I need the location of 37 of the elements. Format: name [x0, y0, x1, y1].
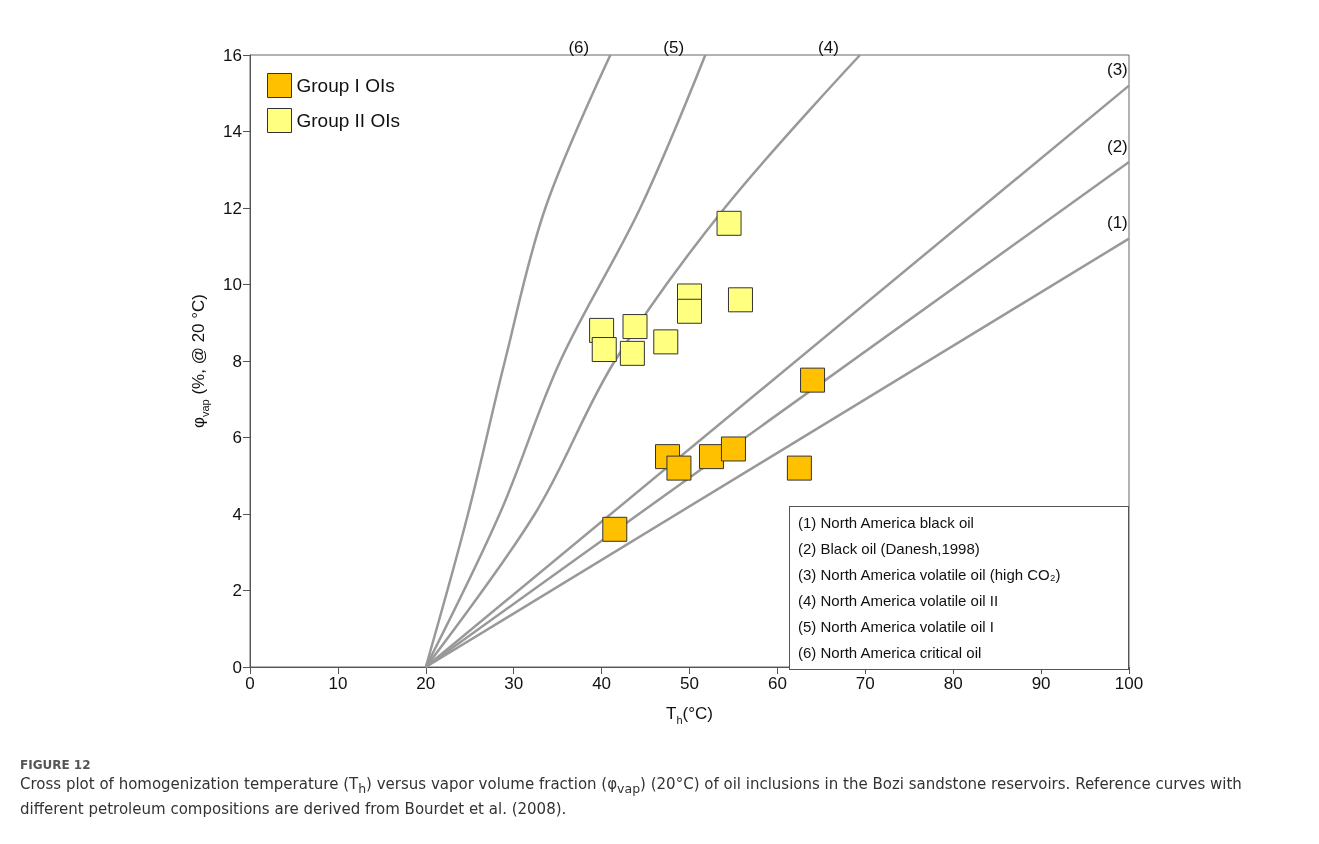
x-tick-label: 50	[680, 674, 699, 693]
y-tick-label: 16	[223, 45, 242, 65]
x-tick-label: 10	[328, 674, 348, 693]
series-label: (3)	[1107, 60, 1128, 80]
y-tick-label: 2	[232, 581, 242, 600]
x-tick-label: 60	[767, 674, 787, 693]
annotation: (3) North America volatile oil (high CO₂)	[798, 565, 1062, 585]
y-tick-label: 10	[223, 275, 242, 294]
x-tick-label: 70	[855, 674, 875, 693]
annotation: (2) Black oil (Danesh,1998)	[798, 539, 981, 559]
annotation: (5) North America volatile oil I	[798, 617, 995, 637]
legend-label: Group II OIs	[296, 110, 400, 131]
y-tick-label: 4	[232, 504, 242, 524]
x-tick-label: 20	[416, 674, 436, 693]
x-tick-label: 80	[943, 674, 963, 693]
series-label: (1)	[1107, 213, 1128, 233]
y-tick-label: 8	[232, 351, 242, 371]
x-tick-label: 90	[1031, 674, 1051, 693]
y-tick-label: 0	[232, 657, 242, 677]
y-tick-label: 12	[223, 198, 242, 218]
y-tick-label: 14	[223, 122, 242, 141]
y-axis-title: φvap (%, @ 20 °C)	[188, 293, 211, 429]
series-label: (6)	[568, 37, 590, 57]
annotation: (4) North America volatile oil II	[798, 591, 1000, 611]
x-tick-label: 30	[504, 674, 524, 693]
series-label: (5)	[663, 37, 685, 57]
y-tick-label: 6	[232, 428, 242, 447]
text: FIGURE 12	[20, 757, 92, 774]
x-tick-label: 100	[1114, 674, 1144, 693]
legend-label: Group I OIs	[296, 75, 395, 96]
annotation: (6) North America critical oil	[798, 643, 983, 663]
annotation: (1) North America black oil	[798, 513, 975, 533]
x-tick-label: 40	[592, 674, 612, 693]
text: Cross plot of homogenization temperature (T$_{h}$) versus vapor volume fraction (φ$_{vap}$) (20°C) of oil inclusions in the Bozi sandstone reservoirs. Reference curves with different petroleum compositions are derived from Bourdet et al. (2008).	[20, 775, 1242, 818]
series-label: (2)	[1107, 136, 1128, 156]
series-label: (4)	[818, 37, 839, 57]
x-tick-label: 0	[245, 674, 255, 693]
